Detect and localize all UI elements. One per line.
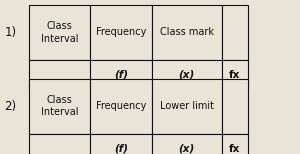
Text: 1): 1) (4, 26, 16, 39)
Text: (f): (f) (114, 70, 128, 80)
Bar (222, 134, 248, 154)
Bar (28, 5, 90, 60)
Text: Frequency: Frequency (96, 27, 146, 37)
Bar (28, 60, 90, 89)
Text: fx: fx (229, 144, 240, 154)
Text: (x): (x) (178, 70, 195, 80)
Bar (152, 5, 222, 60)
Bar (222, 60, 248, 89)
Text: fx: fx (229, 70, 240, 80)
Text: (x): (x) (178, 144, 195, 154)
Bar (90, 5, 152, 60)
Bar (152, 79, 222, 134)
Text: 2): 2) (4, 100, 16, 113)
Text: Class mark: Class mark (160, 27, 214, 37)
Bar (90, 134, 152, 154)
Text: (f): (f) (114, 144, 128, 154)
Bar (28, 134, 90, 154)
Bar (90, 79, 152, 134)
Bar (222, 79, 248, 134)
Text: Class
Interval: Class Interval (40, 95, 78, 118)
Bar (152, 134, 222, 154)
Text: Class
Interval: Class Interval (40, 21, 78, 44)
Bar (152, 60, 222, 89)
Bar (222, 5, 248, 60)
Text: Frequency: Frequency (96, 101, 146, 111)
Text: Lower limit: Lower limit (160, 101, 214, 111)
Bar (90, 60, 152, 89)
Bar (28, 79, 90, 134)
